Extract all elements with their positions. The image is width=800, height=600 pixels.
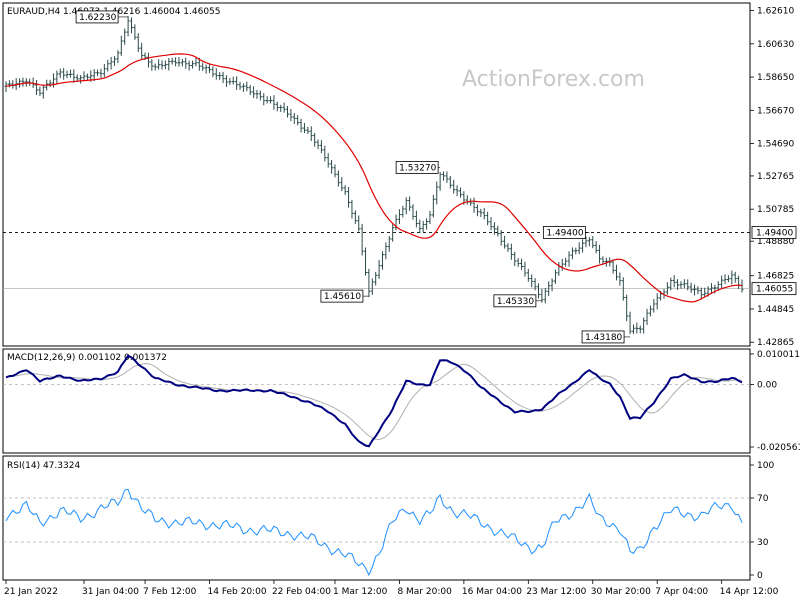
annotation-label-2: 1.53270 xyxy=(399,163,436,173)
axes: 1.62610 1.60630 1.58650 1.56670 1.54690 1.527… xyxy=(4,7,800,597)
price-ytick-label-8: 1.46825 xyxy=(757,272,794,282)
rsi-ytick-label-3: 0 xyxy=(757,571,763,581)
price-ytick-label-10: 1.42865 xyxy=(757,338,794,348)
current-price-tag xyxy=(751,282,797,296)
price-ytick-label-7: 1.48880 xyxy=(757,237,794,247)
xtick-label-8: 23 Mar 12:00 xyxy=(526,587,586,597)
price-ytick-label-6: 1.50785 xyxy=(757,205,794,215)
annotation-label-1: 1.45610 xyxy=(324,292,361,302)
rsi-ytick-label-1: 70 xyxy=(757,494,769,504)
xtick-label-6: 8 Mar 20:00 xyxy=(397,587,452,597)
xtick-label-7: 16 Mar 04:00 xyxy=(462,587,522,597)
xtick-label-1: 31 Jan 04:00 xyxy=(82,587,139,597)
price-ytick-label-3: 1.56670 xyxy=(757,106,794,116)
xtick-label-0: 21 Jan 2022 xyxy=(4,587,58,597)
xtick-label-11: 14 Apr 12:00 xyxy=(720,587,779,597)
rsi-ytick-label-2: 30 xyxy=(757,538,769,548)
rsi-series xyxy=(3,488,750,577)
price-ytick-label-9: 1.44845 xyxy=(757,305,794,315)
price-ytick-label-4: 1.54690 xyxy=(757,140,794,150)
macd-panel xyxy=(2,348,751,454)
macd-header: MACD(12,26,9) 0.001102 0.001372 xyxy=(7,353,167,363)
price-series: 1.62230 1.45610 1.53270 1.45330 1.49400 1.431… xyxy=(3,10,750,344)
current-price-tag-label: 1.46055 xyxy=(756,285,793,295)
xtick-label-9: 30 Mar 20:00 xyxy=(591,587,651,597)
watermark: ActionForex.com xyxy=(462,67,645,92)
price-ytick-label-1: 1.60630 xyxy=(757,40,794,50)
rsi-panel xyxy=(2,455,751,581)
macd-line xyxy=(5,354,743,448)
price-ytick-label-0: 1.62610 xyxy=(757,7,794,17)
annotation-label-4: 1.49400 xyxy=(546,228,583,238)
annotation-label-3: 1.45330 xyxy=(497,297,534,307)
moving-average-line xyxy=(5,53,743,303)
macd-ytick-label-0: 0.010011 xyxy=(757,350,800,360)
annotation-label-5: 1.43180 xyxy=(585,333,622,343)
macd-ytick-label-1: 0.00 xyxy=(757,380,777,390)
rsi-header: RSI(14) 47.3324 xyxy=(7,461,80,471)
annotation-label-0: 1.62230 xyxy=(79,13,116,23)
price-panel xyxy=(2,2,751,347)
rsi-line xyxy=(5,488,743,577)
price-ytick-label-5: 1.52765 xyxy=(757,172,794,182)
level-line-tag-label: 1.49400 xyxy=(756,228,793,238)
xtick-label-10: 7 Apr 04:00 xyxy=(655,587,708,597)
macd-ytick-label-2: -0.020561 xyxy=(757,443,800,453)
price-ytick-label-2: 1.58650 xyxy=(757,73,794,83)
level-line-tag xyxy=(751,226,797,239)
xtick-label-5: 1 Mar 12:00 xyxy=(333,587,388,597)
xtick-label-3: 14 Feb 20:00 xyxy=(208,587,267,597)
xtick-label-2: 7 Feb 12:00 xyxy=(143,587,197,597)
xtick-label-4: 22 Feb 04:00 xyxy=(272,587,331,597)
macd-series xyxy=(3,354,750,448)
rsi-ytick-label-0: 100 xyxy=(757,461,774,471)
